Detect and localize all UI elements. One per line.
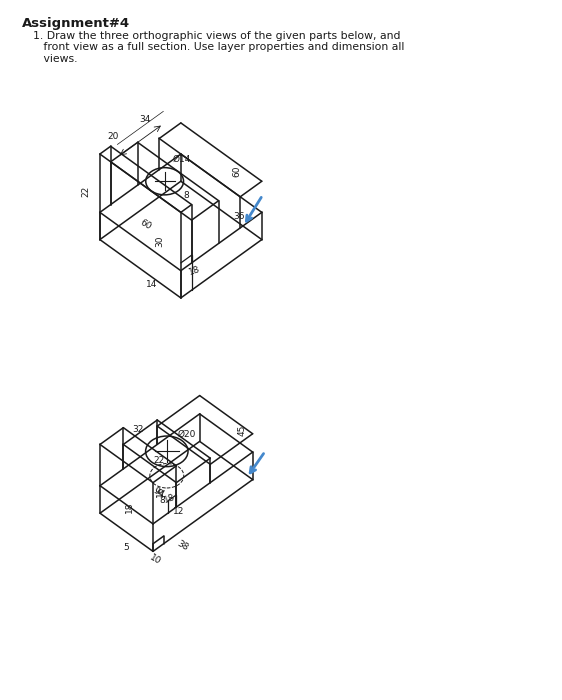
Text: 22: 22 bbox=[81, 186, 90, 197]
Text: 18: 18 bbox=[162, 493, 176, 505]
Text: views.: views. bbox=[33, 54, 78, 64]
Text: 94: 94 bbox=[151, 486, 165, 499]
Text: 45: 45 bbox=[237, 425, 246, 436]
Text: 32: 32 bbox=[132, 425, 143, 434]
Text: 18: 18 bbox=[125, 501, 134, 513]
Text: 18: 18 bbox=[188, 265, 201, 277]
Text: front view as a full section. Use layer properties and dimension all: front view as a full section. Use layer … bbox=[33, 43, 405, 52]
Text: 34: 34 bbox=[139, 115, 151, 124]
Text: 38: 38 bbox=[175, 540, 189, 553]
Text: Ø14: Ø14 bbox=[172, 155, 191, 164]
Text: Ø20: Ø20 bbox=[177, 430, 196, 438]
Text: 12: 12 bbox=[173, 507, 184, 516]
Text: 16: 16 bbox=[156, 486, 165, 497]
Text: Assignment#4: Assignment#4 bbox=[22, 17, 130, 29]
Text: 8: 8 bbox=[183, 192, 189, 200]
Text: 22: 22 bbox=[153, 456, 165, 465]
Text: 20: 20 bbox=[107, 132, 119, 141]
Text: 1. Draw the three orthographic views of the given parts below, and: 1. Draw the three orthographic views of … bbox=[33, 31, 401, 41]
Text: 60: 60 bbox=[233, 166, 242, 177]
Text: 60: 60 bbox=[139, 218, 153, 231]
Text: 30: 30 bbox=[155, 236, 164, 247]
Text: 10: 10 bbox=[148, 553, 163, 567]
Text: 36: 36 bbox=[234, 212, 245, 221]
Text: 8: 8 bbox=[159, 496, 165, 505]
Text: 5: 5 bbox=[124, 543, 129, 552]
Text: 14: 14 bbox=[146, 280, 157, 289]
